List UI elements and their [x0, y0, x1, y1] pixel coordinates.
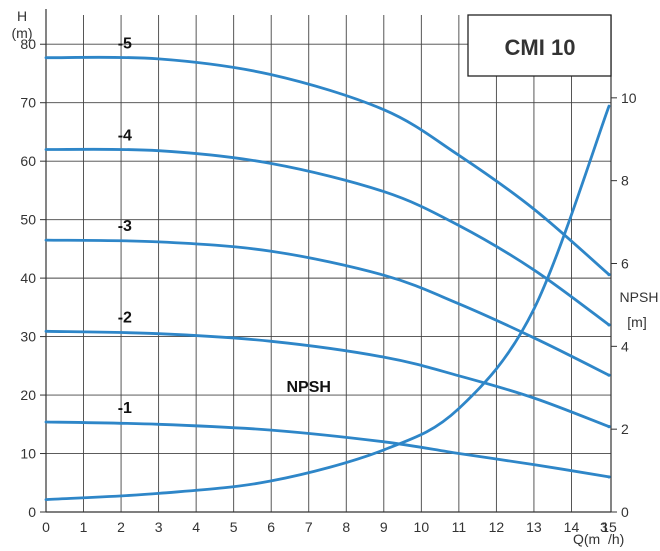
- y-left-tick-label: 30: [20, 329, 36, 345]
- head-curve-1-end-point: [607, 475, 611, 479]
- x-label-main: Q(m: [573, 531, 600, 547]
- head-curve-1: [44, 420, 611, 479]
- x-tick-label: 11: [452, 519, 467, 535]
- y-left-tick-label: 0: [28, 504, 36, 520]
- x-tick-label: 9: [380, 519, 388, 535]
- y-right-tick-label: 2: [621, 421, 629, 437]
- x-tick-label: 8: [342, 519, 350, 535]
- y-right-label-top: NPSH: [620, 289, 659, 305]
- head-curve-3-end-point: [607, 373, 611, 377]
- head-curve-4: [44, 147, 611, 327]
- head-curve-2: [44, 329, 611, 428]
- head-curve-5: [44, 55, 611, 276]
- x-tick-label: 7: [305, 519, 313, 535]
- x-tick-label: 14: [564, 519, 580, 535]
- head-curve-3: [44, 238, 611, 377]
- head-curve-5-end-point: [607, 273, 611, 277]
- head-curve-4-end-point: [607, 323, 611, 327]
- y-right-label-unit: [m]: [627, 314, 646, 330]
- head-curve-4-label: -4: [118, 127, 132, 144]
- head-curve-5-label: -5: [118, 36, 132, 53]
- y-left-tick-label: 40: [20, 270, 36, 286]
- head-curve-2-end-point: [607, 425, 611, 429]
- head-curve-3-label: -3: [118, 218, 132, 235]
- y-left-tick-label: 50: [20, 212, 36, 228]
- y-left-tick-label: 70: [20, 95, 36, 111]
- y-left-tick-label: 20: [20, 387, 36, 403]
- x-tick-label: 3: [155, 519, 163, 535]
- y-left-tick-label: 60: [20, 153, 36, 169]
- y-left-tick-label: 80: [20, 36, 36, 52]
- y-right-tick-label: 4: [621, 338, 629, 354]
- curves: [44, 55, 611, 501]
- tick-labels: 0 1 2 3 4 5 6 7 8 9 10 11 12 13 14 15010203040506070800…: [20, 36, 636, 535]
- x-tick-label: 13: [526, 519, 542, 535]
- y-right-tick-label: 10: [621, 90, 637, 106]
- x-tick-label: 10: [414, 519, 430, 535]
- x-axis-label: Q(m 3 /h): [573, 519, 624, 547]
- x-label-end: /h): [608, 531, 624, 547]
- x-tick-label: 15: [601, 519, 617, 535]
- chart-title: CMI 10: [505, 35, 576, 60]
- x-tick-label: 5: [230, 519, 238, 535]
- title-box: CMI 10: [467, 14, 612, 77]
- x-tick-label: 6: [267, 519, 275, 535]
- head-curve-2-label: -2: [118, 309, 132, 326]
- y-right-tick-label: 8: [621, 173, 629, 189]
- axes: [40, 9, 617, 513]
- curve-labels: -1 -2 -3 -4 -5 NPSH: [118, 36, 331, 417]
- npsh-curve: [44, 104, 611, 501]
- y-left-tick-label: 10: [20, 446, 36, 462]
- x-tick-label: 12: [489, 519, 505, 535]
- x-tick-label: 4: [192, 519, 200, 535]
- y-right-tick-label: 0: [621, 504, 629, 520]
- y-right-tick-label: 6: [621, 256, 629, 272]
- x-label-sup: 3: [600, 519, 608, 535]
- x-tick-label: 2: [117, 519, 125, 535]
- y-left-label-unit: (m): [12, 25, 33, 41]
- head-curve-1-label: -1: [118, 400, 132, 417]
- x-tick-label: 0: [42, 519, 50, 535]
- y-left-label-top: H: [17, 8, 27, 24]
- npsh-curve-label: NPSH: [287, 379, 331, 396]
- x-tick-label: 1: [80, 519, 88, 535]
